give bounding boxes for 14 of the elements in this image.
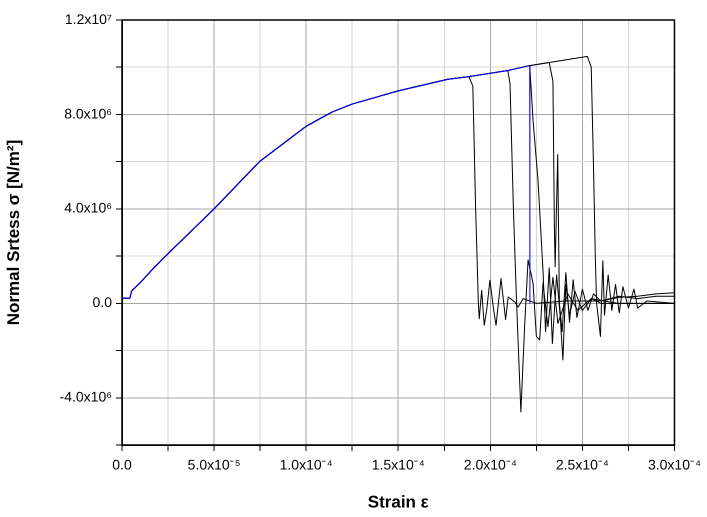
y-tick-label: 0.0 xyxy=(92,294,112,310)
y-tick-label: 8.0x10⁶ xyxy=(64,105,112,122)
x-tick-label: 1.5x10⁻⁴ xyxy=(372,456,425,472)
x-tick-label: 2.5x10⁻⁴ xyxy=(556,456,609,472)
x-axis-title: Strain ε xyxy=(368,492,429,512)
y-tick-label: -4.0x10⁶ xyxy=(60,388,112,405)
x-tick-label: 2.0x10⁻⁴ xyxy=(464,456,517,472)
y-tick-label: 4.0x10⁶ xyxy=(64,200,112,216)
x-tick-label: 0.0 xyxy=(112,456,132,472)
x-tick-label: 3.0x10⁻⁴ xyxy=(648,456,702,472)
x-tick-label: 5.0x10⁻⁵ xyxy=(188,456,240,472)
x-tick-label: 1.0x10⁻⁴ xyxy=(280,456,333,472)
y-axis-title: Normal Srtess σ [N/m²] xyxy=(4,140,23,326)
y-tick-label: 1.2x10⁷ xyxy=(64,10,112,27)
